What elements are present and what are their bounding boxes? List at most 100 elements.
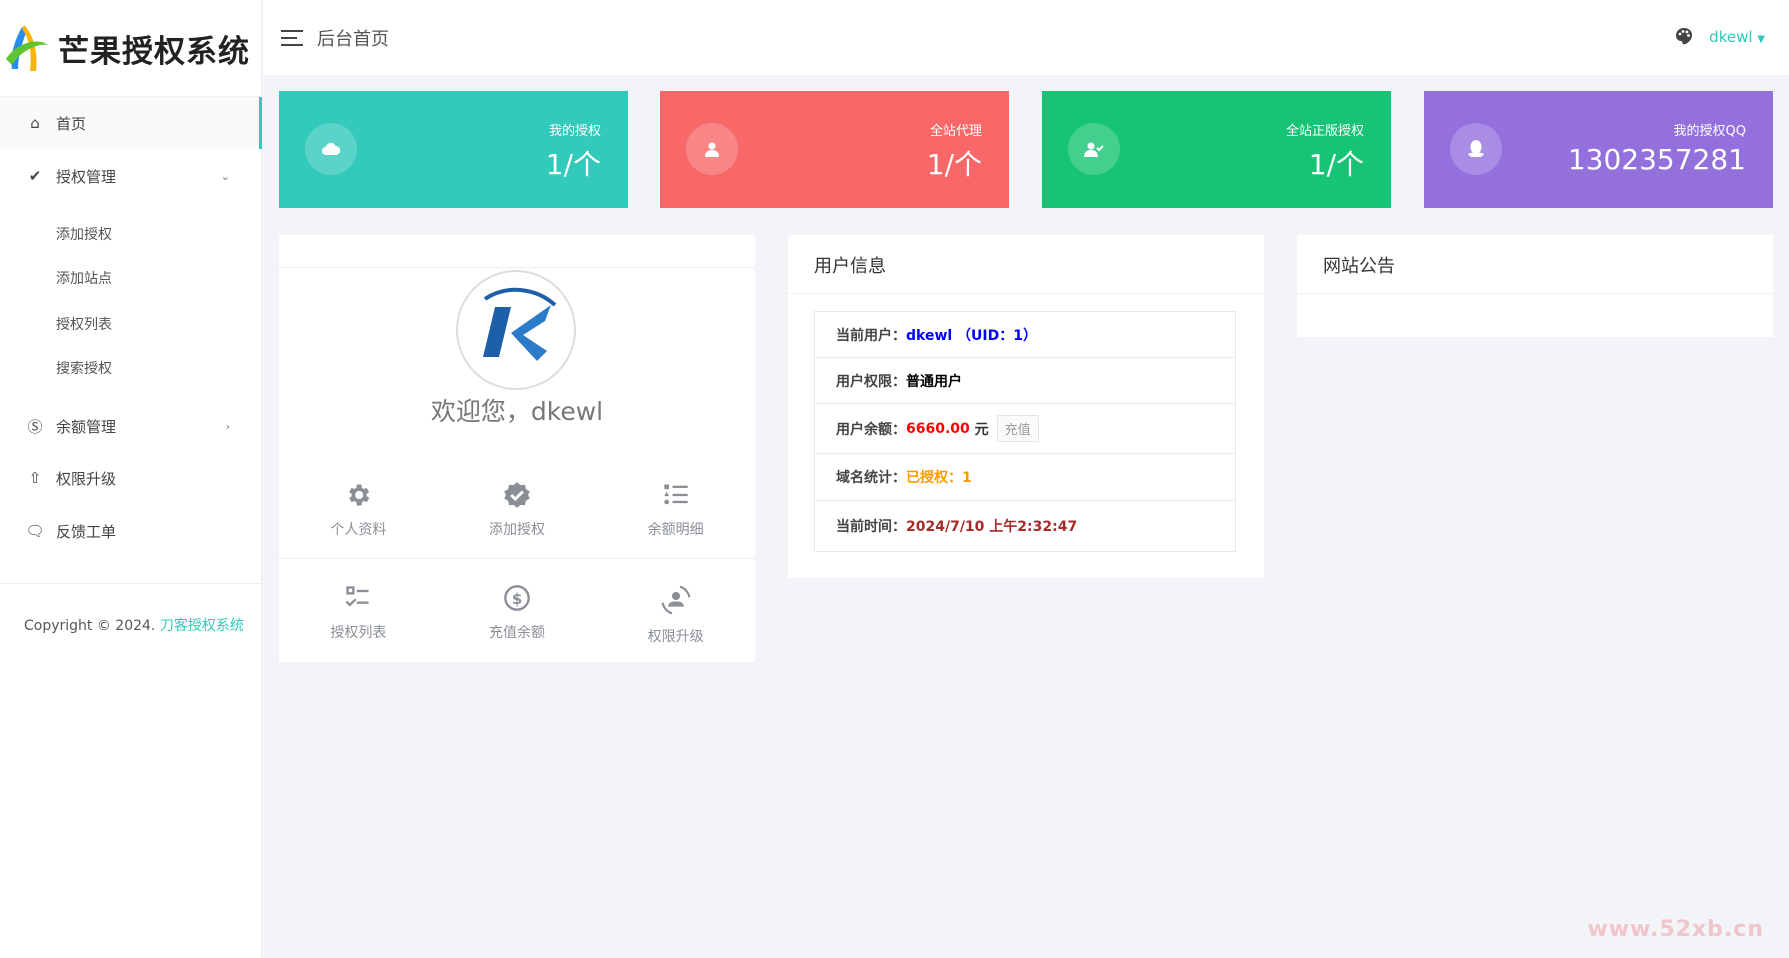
info-key: 当前时间： [836,519,906,535]
welcome-text: 欢迎您，dkewl [430,397,604,426]
info-value: 普通用户 [906,373,962,390]
user-info-panel: 用户信息 当前用户： dkewl （UID：1） 用户权限： 普通用户 用户余额： 6… [788,235,1264,578]
sidebar-subitem-search-auth[interactable]: 搜索授权 [56,361,112,377]
sidebar-item-label: 授权管理 [56,167,117,186]
stat-label: 我的授权 [548,124,601,139]
shortcut-upgrade[interactable]: 权限升级 [596,584,755,646]
stat-value: 1/个 [545,148,601,181]
info-row-permission: 用户权限： 普通用户 [815,358,1235,404]
sidebar-item-feedback[interactable]: 🗨 反馈工单 [0,505,262,557]
copyright-text: Copyright © 2024. [24,618,156,634]
shortcut-label: 权限升级 [647,629,704,645]
info-key: 当前用户： [836,327,906,344]
caret-down-icon: ▼ [1757,34,1765,45]
badge-check-icon: ✔ [28,167,42,185]
list-icon [664,484,688,505]
comments-icon: 🗨 [25,522,45,540]
stat-card-my-auth: 我的授权 1/个 [279,91,628,208]
user-info-table: 当前用户： dkewl （UID：1） 用户权限： 普通用户 用户余额： 6660.0… [814,311,1236,552]
gear-icon [349,484,370,506]
info-key: 用户余额： [836,421,906,438]
sidebar-divider [0,583,262,584]
info-value: 6660.00 [906,420,970,437]
user-icon [686,123,738,175]
watermark: www.52xb.cn [1587,917,1764,942]
sidebar-item-label: 余额管理 [56,417,117,436]
sidebar-subitem-auth-list[interactable]: 授权列表 [56,317,112,333]
top-header: 后台首页 dkewl ▼ [263,0,1789,75]
shortcut-label: 添加授权 [489,522,545,538]
cloud-icon [305,123,357,175]
copyright-link[interactable]: 刀客授权系统 [159,618,244,634]
shortcut-add-auth[interactable]: 添加授权 [438,481,597,539]
notice-title: 网站公告 [1297,235,1773,294]
sidebar-item-upgrade[interactable]: ⇧ 权限升级 [0,452,262,504]
shortcut-profile[interactable]: 个人资料 [279,481,438,539]
chevron-right-icon: › [225,419,230,433]
info-unit: 元 [974,421,989,438]
stat-card-qq: 我的授权QQ 1302357281 [1424,91,1773,208]
sidebar-item-home[interactable]: ⌂ 首页 [0,97,262,149]
shortcut-label: 充值余额 [489,625,545,641]
sidebar-item-label: 反馈工单 [56,522,117,541]
user-name: dkewl [1709,28,1753,46]
palette-icon[interactable] [1675,27,1693,45]
info-value: dkewl （UID：1） [906,327,1037,344]
sidebar-subitem-add-site[interactable]: 添加站点 [56,271,112,287]
home-icon: ⌂ [30,114,40,132]
info-key: 用户权限： [836,373,906,390]
stat-value: 1/个 [1308,148,1364,181]
chevron-down-icon: ⌄ [220,169,230,183]
copyright: Copyright © 2024. 刀客授权系统 [24,615,244,635]
info-value: 已授权：1 [906,470,972,486]
sidebar-item-auth-management[interactable]: ✔ 授权管理 ⌄ [0,150,262,202]
sidebar-item-balance[interactable]: Ⓢ 余额管理 › [0,400,262,452]
notice-panel: 网站公告 [1297,235,1773,337]
info-row-current-user: 当前用户： dkewl （UID：1） [815,312,1235,358]
menu-toggle-icon[interactable] [281,29,303,46]
mango-logo-icon [6,25,48,71]
svg-text:$: $ [512,590,523,608]
page-title: 后台首页 [317,28,389,50]
logo[interactable]: 芒果授权系统 [0,0,261,97]
sidebar-item-label: 首页 [56,114,87,133]
info-row-domain-stats: 域名统计： 已授权：1 [815,454,1235,501]
stat-value: 1/个 [926,148,982,181]
profile-panel: 欢迎您，dkewl 个人资料 添加授权 余额明细 授权列表 $ 充值余额 权限升级 [279,235,755,662]
shortcut-label: 余额明细 [647,522,704,538]
checklist-icon [345,586,369,607]
shortcut-balance-detail[interactable]: 余额明细 [596,481,755,539]
qq-icon [1450,123,1502,175]
shortcut-label: 个人资料 [330,522,387,538]
info-row-balance: 用户余额： 6660.00 元充值 [815,404,1235,454]
stat-value: 1302357281 [1567,143,1746,176]
stat-label: 全站代理 [929,124,982,139]
badge-check-icon [504,482,530,508]
dollar-circle-icon: $ [504,585,530,611]
stat-card-genuine-auth: 全站正版授权 1/个 [1042,91,1391,208]
stat-label: 我的授权QQ [1673,124,1746,139]
recharge-button[interactable]: 充值 [996,415,1039,442]
logo-text: 芒果授权系统 [58,33,250,70]
user-sync-icon [661,585,691,615]
shortcut-row-1: 个人资料 添加授权 余额明细 [279,481,755,539]
shortcut-label: 授权列表 [330,625,387,641]
stat-card-agents: 全站代理 1/个 [660,91,1009,208]
user-info-title: 用户信息 [788,235,1264,294]
shortcut-divider [279,558,755,559]
stat-label: 全站正版授权 [1285,124,1364,139]
sidebar: 芒果授权系统 ⌂ 首页 ✔ 授权管理 ⌄ 添加授权 添加站点 授权列表 搜索授权 Ⓢ 余… [0,0,262,958]
shortcut-auth-list[interactable]: 授权列表 [279,584,438,646]
info-key: 域名统计： [836,470,906,486]
arrow-up-icon: ⇧ [28,469,42,487]
user-check-icon [1068,123,1120,175]
info-value: 2024/7/10 上午2:32:47 [906,519,1078,535]
user-menu[interactable]: dkewl ▼ [1709,28,1765,46]
avatar[interactable] [455,269,577,391]
shortcut-recharge[interactable]: $ 充值余额 [438,584,597,646]
info-row-current-time: 当前时间： 2024/7/10 上午2:32:47 [815,501,1235,551]
shortcut-row-2: 授权列表 $ 充值余额 权限升级 [279,584,755,646]
sidebar-subitem-add-auth[interactable]: 添加授权 [56,227,112,243]
skype-s-icon: Ⓢ [27,417,43,436]
sidebar-item-label: 权限升级 [56,469,117,488]
